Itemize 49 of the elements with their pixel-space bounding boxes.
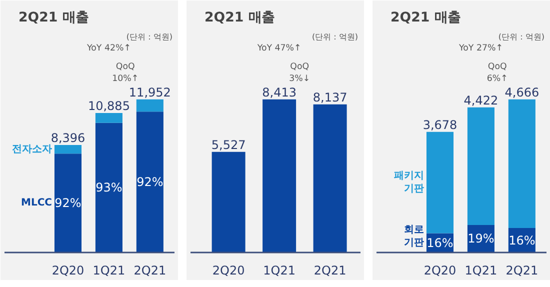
annotation: 11,952 bbox=[128, 85, 171, 100]
annotation: 3,678 bbox=[422, 118, 458, 132]
bar bbox=[136, 99, 164, 112]
x-tick-label: 1Q21 bbox=[464, 264, 498, 278]
bar bbox=[467, 107, 494, 225]
bar bbox=[426, 132, 454, 234]
annotation: 8,396 bbox=[50, 131, 86, 146]
annotation: 4,422 bbox=[464, 93, 498, 108]
text: QoQ 10%↑ bbox=[112, 62, 139, 84]
data-label: 8,137 bbox=[312, 90, 348, 104]
series-label: 패키지 기판 bbox=[394, 170, 424, 195]
bar bbox=[54, 154, 82, 252]
annotation: 93% bbox=[96, 180, 122, 195]
series-label: MLCC bbox=[21, 198, 52, 209]
text: (단위 : 억원) bbox=[126, 32, 172, 42]
annotation: 10,885 bbox=[88, 99, 130, 114]
series-label: 전자소자 bbox=[12, 144, 52, 155]
annotation: 92% bbox=[54, 196, 82, 210]
x-tick-label: 1Q21 bbox=[92, 264, 126, 278]
x-tick-label: 2Q21 bbox=[134, 264, 166, 278]
bar bbox=[95, 113, 122, 123]
bar bbox=[136, 112, 164, 252]
text: QoQ 3%↓ bbox=[289, 62, 310, 84]
text: YoY 47%↑ bbox=[256, 43, 302, 54]
annotation: 92% bbox=[136, 175, 164, 190]
chart-title: 2Q21 매출 bbox=[204, 10, 274, 26]
text: (단위 : 억원) bbox=[312, 32, 358, 42]
annotation: 16% bbox=[508, 233, 536, 248]
x-tick-label: 2Q21 bbox=[506, 264, 538, 278]
bar bbox=[95, 122, 122, 252]
data-label: 8,413 bbox=[262, 85, 296, 100]
bar bbox=[508, 99, 536, 228]
x-tick-label: 1Q21 bbox=[263, 264, 296, 278]
text: (단위 : 억원) bbox=[498, 32, 544, 42]
annotation: 19% bbox=[468, 232, 494, 246]
x-tick-label: 2Q21 bbox=[314, 264, 346, 278]
data-label: 5,527 bbox=[211, 138, 246, 152]
annotation: 16% bbox=[426, 236, 454, 250]
text: YoY 27%↑ bbox=[458, 43, 503, 54]
x-tick-label: 2Q20 bbox=[424, 264, 456, 278]
x-tick-label: 2Q20 bbox=[212, 264, 245, 278]
chart-title: 2Q21 매출 bbox=[18, 10, 88, 26]
chart-title: 2Q21 매출 bbox=[390, 10, 460, 26]
x-tick-label: 2Q20 bbox=[52, 264, 84, 278]
bar bbox=[54, 145, 82, 154]
annotation: 4,666 bbox=[504, 85, 540, 100]
series-label: 회로 기판 bbox=[404, 224, 424, 248]
text: QoQ 6%↑ bbox=[486, 62, 508, 84]
text: YoY 42%↑ bbox=[86, 43, 131, 54]
